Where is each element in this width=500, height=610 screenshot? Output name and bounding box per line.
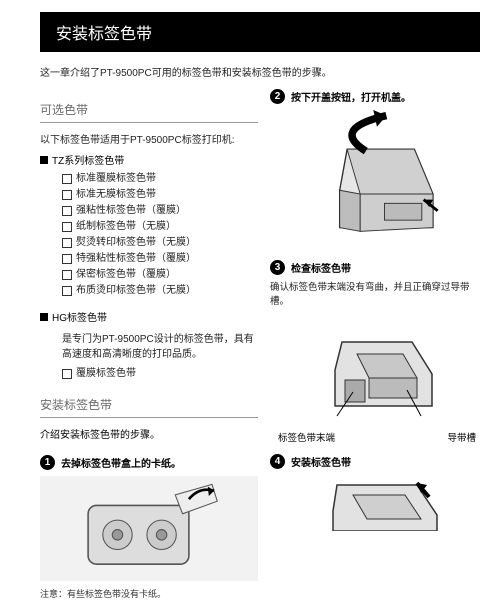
- printer-open-illustration: [293, 110, 461, 250]
- tape-item: 标准覆膜标签色带: [62, 171, 258, 187]
- step-1: 1 去掉标签色带盒上的卡纸。 注意：有些标签色带没有卡纸。: [40, 455, 258, 600]
- step-num-1: 1: [40, 455, 55, 470]
- figure-install: [270, 475, 484, 531]
- page-title: 安装标签色带: [56, 20, 464, 44]
- install-intro: 介绍安装标签色带的步骤。: [40, 426, 258, 441]
- step-1-note: 注意：有些标签色带没有卡纸。: [40, 587, 258, 600]
- callout-guide-slot: 导带槽: [447, 430, 476, 444]
- tape-item: 标准无膜标签色带: [62, 187, 258, 203]
- group1-text: TZ系列标签色带: [52, 152, 124, 167]
- tape-list-hg: 覆膜标签色带: [40, 366, 258, 382]
- page: 安装标签色带 这一章介绍了PT-9500PC可用的标签色带和安装标签色带的步骤。…: [0, 12, 500, 610]
- tape-item: 纸制标签色带（无膜）: [62, 219, 258, 235]
- right-column: 2 按下开盖按钮，打开机盖。: [270, 89, 484, 610]
- hg-desc: 是专门为PT-9500PC设计的标签色带，具有高速度和高清晰度的打印品质。: [40, 330, 258, 360]
- step-num-4: 4: [270, 454, 285, 469]
- figure-open-cover: [270, 110, 484, 250]
- step-4-text: 安装标签色带: [291, 454, 351, 469]
- step-3-text: 检查标签色带: [291, 260, 351, 275]
- step-3: 3 检查标签色带 确认标签色带末端没有弯曲，并且正确穿过导带槽。 标签色: [270, 260, 484, 444]
- intro-text: 这一章介绍了PT-9500PC可用的标签色带和安装标签色带的步骤。: [0, 60, 500, 89]
- step-1-head: 1 去掉标签色带盒上的卡纸。: [40, 455, 258, 470]
- step-num-3: 3: [270, 260, 285, 275]
- cassette-illustration: [65, 476, 233, 581]
- install-illustration: [287, 475, 467, 531]
- group2-text: HG标签色带: [52, 309, 107, 324]
- step-2: 2 按下开盖按钮，打开机盖。: [270, 89, 484, 250]
- step-1-text: 去掉标签色带盒上的卡纸。: [61, 455, 181, 470]
- left-column: 可选色带 以下标签色带适用于PT-9500PC标签打印机: TZ系列标签色带 标…: [40, 89, 258, 610]
- step-3-head: 3 检查标签色带: [270, 260, 484, 275]
- tape-item: 覆膜标签色带: [62, 366, 258, 382]
- callout-tape-end: 标签色带末端: [278, 430, 335, 444]
- figure-cassette: [40, 476, 258, 581]
- step-4-head: 4 安装标签色带: [270, 454, 484, 469]
- step-4: 4 安装标签色带: [270, 454, 484, 531]
- tape-item: 特强粘性标签色带（覆膜）: [62, 251, 258, 267]
- tape-group-hg: HG标签色带 是专门为PT-9500PC设计的标签色带，具有高速度和高清晰度的打…: [40, 309, 258, 382]
- title-bar: 安装标签色带: [40, 12, 480, 52]
- section-optional-tape: 可选色带: [40, 97, 258, 123]
- tape-item: 布质烫印标签色带（无膜）: [62, 283, 258, 299]
- bullet-icon: [40, 313, 48, 321]
- group-label-hg: HG标签色带: [40, 309, 258, 324]
- step-num-2: 2: [270, 89, 285, 104]
- tape-item: 保密标签色带（覆膜）: [62, 267, 258, 283]
- group-label-tz: TZ系列标签色带: [40, 152, 258, 167]
- step-2-text: 按下开盖按钮，打开机盖。: [291, 89, 411, 104]
- tape-group-tz: TZ系列标签色带 标准覆膜标签色带 标准无膜标签色带 强粘性标签色带（覆膜） 纸…: [40, 152, 258, 299]
- applies-text: 以下标签色带适用于PT-9500PC标签打印机:: [40, 131, 258, 146]
- callout-row: 标签色带末端 导带槽: [270, 430, 484, 444]
- bullet-icon: [40, 156, 48, 164]
- tape-item: 熨烫转印标签色带（无膜）: [62, 235, 258, 251]
- section-install-tape: 安装标签色带: [40, 392, 258, 418]
- step-2-head: 2 按下开盖按钮，打开机盖。: [270, 89, 484, 104]
- figure-check-tape: [270, 316, 484, 426]
- tape-item: 强粘性标签色带（覆膜）: [62, 203, 258, 219]
- step-3-sub: 确认标签色带末端没有弯曲，并且正确穿过导带槽。: [270, 281, 484, 310]
- tape-list-tz: 标准覆膜标签色带 标准无膜标签色带 强粘性标签色带（覆膜） 纸制标签色带（无膜）…: [40, 171, 258, 299]
- columns: 可选色带 以下标签色带适用于PT-9500PC标签打印机: TZ系列标签色带 标…: [0, 89, 500, 610]
- tape-guide-illustration: [287, 316, 467, 426]
